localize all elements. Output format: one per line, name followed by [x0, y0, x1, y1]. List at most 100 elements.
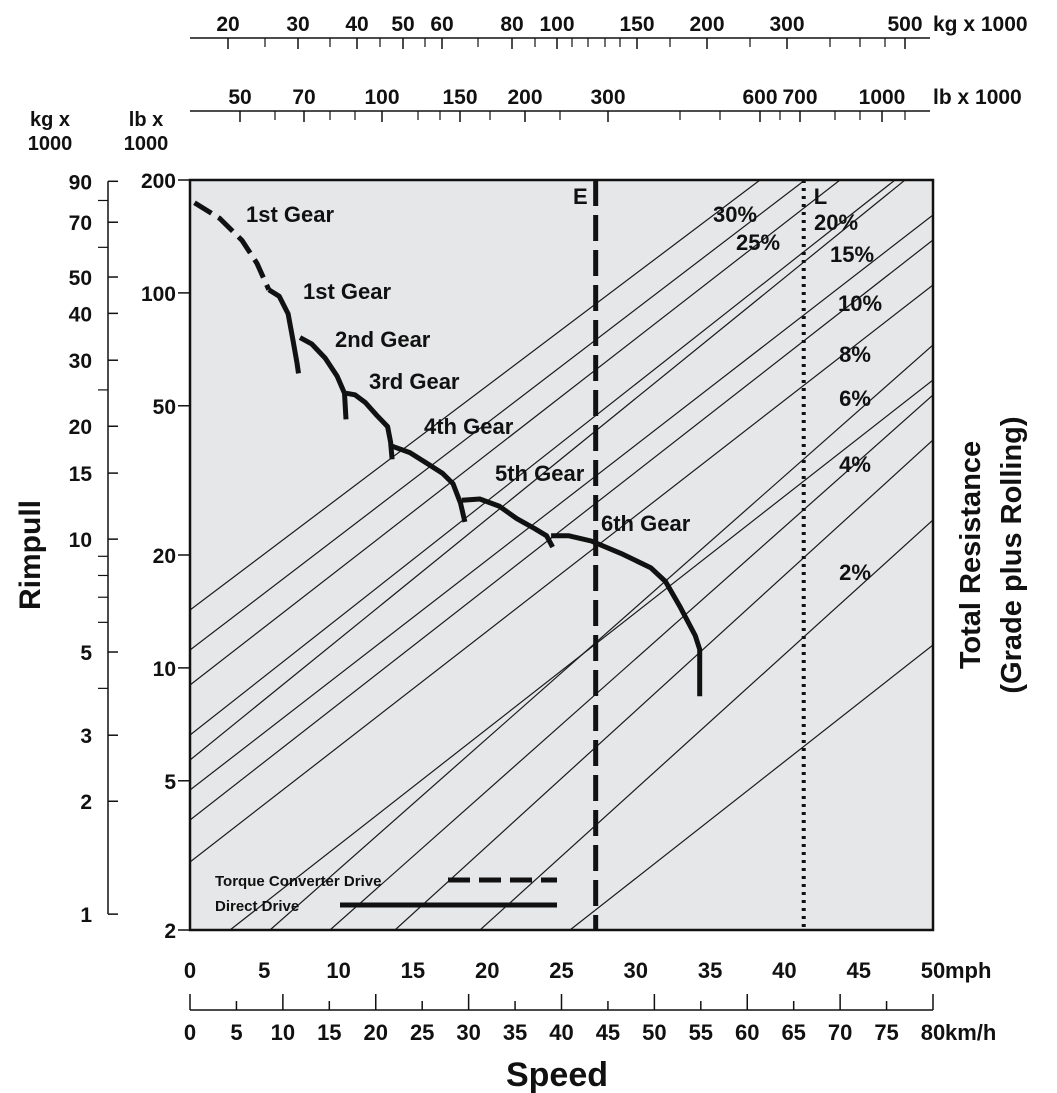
scale-tick-label: 60	[430, 13, 453, 36]
scale-tick-label: 40	[345, 13, 368, 36]
grade-label-6pct: 6%	[839, 386, 871, 411]
lb-tick-label: 50	[153, 396, 176, 419]
gear-label-5: 4th Gear	[424, 414, 514, 439]
kmh-tick-label: 45	[596, 1020, 620, 1045]
kmh-tick-label: 5	[230, 1020, 242, 1045]
grade-label-25pct: 25%	[736, 230, 780, 255]
grade-line-2pct	[569, 644, 933, 930]
grade-line-20pct	[190, 214, 933, 791]
mph-tick-label: 45	[846, 958, 870, 983]
grade-line-minor	[229, 379, 933, 930]
gear-curve-1	[193, 200, 272, 291]
gear-curve-5	[391, 443, 468, 523]
scale-tick-label: 30	[286, 13, 309, 36]
kg-tick-label: 3	[80, 725, 92, 748]
grade-label-20pct: 20%	[814, 210, 858, 235]
kmh-tick-label: 35	[503, 1020, 527, 1045]
grade-lines	[190, 180, 933, 930]
kmh-tick-label: 40	[549, 1020, 573, 1045]
lb-tick-label: 5	[164, 771, 176, 794]
grade-label-2pct: 2%	[839, 560, 871, 585]
grade-label-8pct: 8%	[839, 342, 871, 367]
mph-tick-label: 25	[549, 958, 573, 983]
scale-tick-label: 300	[590, 86, 625, 109]
kmh-tick-label: 0	[184, 1020, 196, 1045]
gear-curve-6	[461, 496, 555, 549]
scale-tick-label: 500	[887, 13, 922, 36]
mph-unit-label: mph	[945, 958, 991, 983]
kmh-tick-label: 50	[642, 1020, 666, 1045]
mph-tick-label: 10	[326, 958, 350, 983]
weight-scale-kg: 20 30 40 50 60 80 100 150 200 300 500 kg x 1000	[190, 13, 1028, 49]
mph-tick-label: 15	[401, 958, 425, 983]
grade-line-minor	[190, 180, 906, 761]
kg-tick-label: 40	[69, 303, 92, 326]
kg-tick-label: 70	[69, 212, 92, 235]
x-axis-kmh: 0 5 10 15 20 25 30 35 40 45 50 55 60 65 70 75 80 km/h	[184, 994, 996, 1045]
scale-tick-label: 1000	[859, 86, 906, 109]
scale-tick-label: 50	[391, 13, 414, 36]
y-axis-title-right-1: Total Resistance	[955, 441, 987, 669]
legend-label-1: Torque Converter Drive	[215, 873, 381, 890]
kg-tick-label: 2	[80, 791, 92, 814]
scale-tick-label: 50	[228, 86, 251, 109]
scale-tick-label: 300	[769, 13, 804, 36]
lb-axis-header-2: 1000	[124, 133, 169, 155]
kmh-tick-label: 55	[689, 1020, 713, 1045]
scale-tick-label: 700	[782, 86, 817, 109]
grade-line-8pct	[329, 394, 933, 930]
grade-label-15pct: 15%	[830, 242, 874, 267]
grade-label-30pct: 30%	[713, 202, 757, 227]
mph-tick-label: 40	[772, 958, 796, 983]
scale-tick-label: 80	[500, 13, 523, 36]
lb-tick-label: 2	[164, 920, 176, 943]
kmh-tick-label: 25	[410, 1020, 434, 1045]
x-axis-mph: 0 5 10 15 20 25 30 35 40 45 50 mph	[184, 958, 992, 983]
x-axis-title: Speed	[506, 1056, 608, 1093]
kg-tick-label: 5	[80, 642, 92, 665]
mph-tick-label: 50	[921, 958, 945, 983]
kmh-tick-label: 70	[828, 1020, 852, 1045]
marker-label-L: L	[814, 184, 827, 209]
legend: Torque Converter Drive Direct Drive	[215, 873, 557, 915]
grade-line-10pct	[269, 344, 933, 930]
marker-label-E: E	[573, 184, 588, 209]
grade-line-30pct	[190, 180, 841, 686]
grade-line-minor	[190, 180, 806, 651]
gear-label-2: 1st Gear	[303, 279, 391, 304]
kmh-tick-label: 30	[456, 1020, 480, 1045]
kmh-tick-label: 75	[874, 1020, 898, 1045]
lb-tick-label: 200	[141, 170, 176, 193]
kmh-tick-label: 20	[364, 1020, 388, 1045]
y-axis-title-right-2: (Grade plus Rolling)	[996, 416, 1028, 693]
mph-tick-label: 0	[184, 958, 196, 983]
lb-tick-label: 10	[153, 658, 176, 681]
plot-frame	[188, 178, 935, 932]
gear-labels: 1st Gear 1st Gear 2nd Gear 3rd Gear 4th Gear…	[246, 202, 691, 536]
grade-label-10pct: 10%	[838, 291, 882, 316]
kmh-unit-label: km/h	[945, 1020, 996, 1045]
scale-tick-label: 70	[292, 86, 315, 109]
mph-tick-label: 30	[624, 958, 648, 983]
kmh-tick-label: 10	[271, 1020, 295, 1045]
scale-tick-label: 100	[539, 13, 574, 36]
gear-curve-7	[551, 533, 703, 697]
grade-line-minor	[190, 239, 933, 821]
kmh-tick-label: 80	[921, 1020, 945, 1045]
scale-tick-label: 20	[216, 13, 239, 36]
grade-line-6pct	[394, 439, 933, 930]
gear-label-6: 5th Gear	[495, 461, 585, 486]
scale-unit-label: lb x 1000	[933, 86, 1022, 109]
plot-background	[190, 180, 933, 930]
scale-tick-label: 100	[364, 86, 399, 109]
kmh-tick-label: 65	[781, 1020, 805, 1045]
lb-tick-label: 20	[153, 545, 176, 568]
grade-line-minor	[190, 180, 761, 611]
scale-tick-label: 150	[619, 13, 654, 36]
kg-tick-label: 1	[80, 904, 92, 927]
mph-tick-label: 20	[475, 958, 499, 983]
lb-tick-label: 100	[141, 283, 176, 306]
